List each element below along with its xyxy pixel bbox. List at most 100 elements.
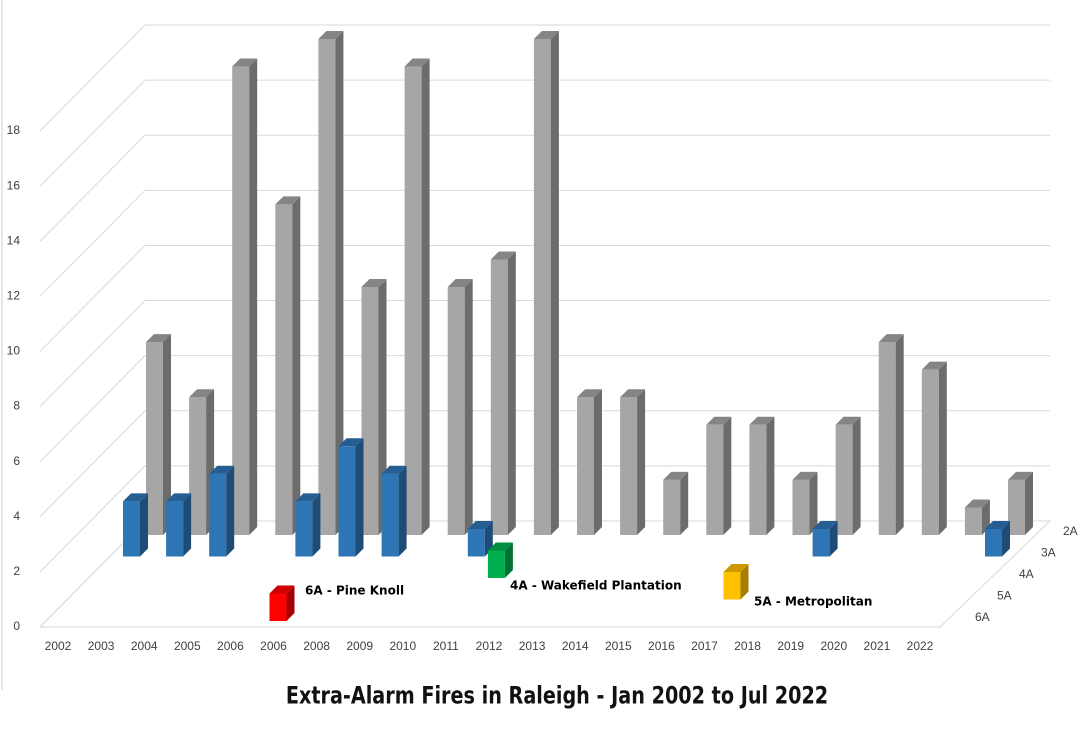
bar-side	[355, 438, 364, 557]
bar-side	[637, 389, 646, 535]
bar-side	[312, 493, 321, 557]
chart-title: Extra-Alarm Fires in Raleigh - Jan 2002 …	[286, 683, 828, 711]
bar-side	[938, 361, 947, 535]
bar-top	[835, 416, 861, 425]
bar-side	[183, 493, 192, 557]
bar	[318, 31, 344, 535]
bar-top	[338, 438, 364, 447]
bar-front	[361, 287, 379, 535]
bar-top	[487, 542, 513, 551]
bar-top	[723, 563, 749, 572]
legend-label: 6A	[975, 610, 990, 624]
bar-front	[232, 66, 250, 536]
y-tick-label: 8	[13, 399, 20, 413]
bar	[792, 471, 818, 535]
y-tick-label: 4	[13, 509, 20, 523]
bar-top	[189, 389, 215, 398]
bar-front	[269, 593, 287, 621]
bar-front	[275, 204, 293, 536]
y-tick-label: 6	[13, 454, 20, 468]
bar	[123, 493, 148, 557]
bar-side	[140, 493, 148, 557]
grid-line	[39, 355, 1050, 463]
bar	[620, 389, 646, 535]
bar-front	[749, 424, 767, 535]
x-tick-label: 2006	[260, 639, 287, 653]
bar-front	[835, 424, 853, 535]
legend-label: 2A	[1063, 524, 1078, 538]
bar	[490, 251, 516, 535]
bar-side	[464, 279, 473, 535]
bar-front	[985, 528, 1002, 557]
x-tick-label: 2011	[433, 639, 459, 653]
bar-side	[550, 31, 559, 535]
bar-front	[209, 473, 227, 557]
y-tick-label: 2	[13, 564, 20, 578]
y-tick-label: 0	[13, 619, 20, 633]
annotation: 4A - Wakefield Plantation	[510, 579, 682, 593]
bar-top	[269, 585, 295, 594]
bar-front	[467, 528, 485, 557]
bar	[275, 196, 301, 536]
bar-top	[166, 493, 192, 502]
bar	[835, 416, 861, 535]
bar-front	[318, 39, 336, 535]
bar	[723, 563, 749, 600]
annotation: 5A - Metropolitan	[754, 595, 872, 609]
bar-top	[1008, 471, 1033, 480]
grid-line	[39, 134, 1050, 242]
grid-line	[39, 465, 1050, 573]
bar-side	[766, 416, 775, 535]
grid-line	[39, 410, 1050, 518]
bar-top	[209, 465, 235, 474]
legend-label: 3A	[1041, 546, 1056, 560]
bar	[166, 493, 192, 557]
grid-line	[39, 244, 1050, 352]
grid-line	[39, 520, 1050, 628]
y-tick-label: 10	[7, 344, 21, 358]
bar-top	[985, 520, 1010, 529]
y-tick-label: 12	[7, 289, 21, 303]
bar-top	[275, 196, 301, 205]
x-tick-label: 2019	[777, 639, 804, 653]
bar-front	[812, 528, 830, 557]
bar-front	[921, 369, 939, 535]
x-tick-label: 2022	[907, 639, 934, 653]
bar-top	[706, 416, 732, 425]
bar	[706, 416, 732, 535]
bar-top	[404, 58, 430, 67]
bar	[812, 520, 838, 557]
bar-side	[292, 196, 301, 536]
bar-side	[226, 465, 235, 557]
bar-top	[123, 493, 148, 502]
bar-front	[338, 446, 356, 557]
x-tick-label: 2014	[562, 639, 589, 653]
x-tick-label: 2005	[174, 639, 201, 653]
bar-front	[490, 259, 508, 535]
bar-side	[507, 251, 516, 535]
bar-front	[878, 342, 896, 535]
bar	[295, 493, 321, 557]
bar-front	[447, 287, 465, 535]
bar-top	[361, 279, 387, 287]
floor	[38, 520, 1052, 628]
y-tick-label: 14	[7, 233, 21, 247]
bar-front	[577, 397, 594, 535]
bar	[577, 389, 602, 535]
grid-line	[39, 79, 1050, 187]
bar-side	[163, 334, 171, 535]
grid-line	[39, 24, 1050, 132]
bar-side	[680, 471, 689, 535]
bar-side	[249, 58, 258, 536]
x-tick-label: 2002	[45, 639, 72, 653]
x-tick-label: 2013	[519, 639, 546, 653]
bar-top	[577, 389, 602, 398]
bar	[663, 471, 689, 535]
bar	[749, 416, 775, 535]
x-tick-label: 2015	[605, 639, 632, 653]
bar-top	[812, 520, 838, 529]
bar	[232, 58, 258, 536]
bar	[338, 438, 364, 557]
bar-side	[809, 471, 818, 535]
